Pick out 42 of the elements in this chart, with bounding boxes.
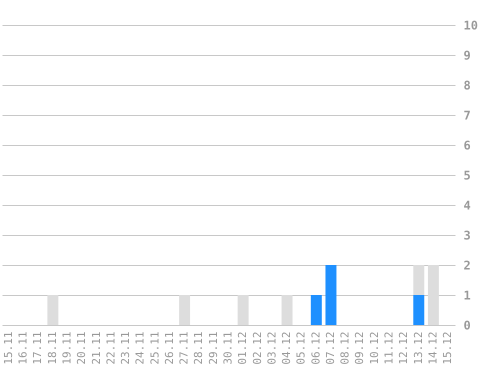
y-tick-label: 8 <box>464 78 471 92</box>
x-tick-label: 30.11 <box>222 332 234 365</box>
x-tick-label: 15.12 <box>441 332 454 365</box>
x-tick-label: 29.11 <box>206 332 220 365</box>
x-tick-label: 12.12 <box>397 332 410 365</box>
x-tick-label: 16.11 <box>16 332 30 365</box>
x-tick-label: 25.11 <box>148 332 162 365</box>
x-tick-label: 18.11 <box>46 332 59 365</box>
x-tick-label: 17.11 <box>31 332 44 365</box>
x-tick-label: 22.11 <box>104 332 118 365</box>
x-tick-label: 15.11 <box>2 332 15 365</box>
x-tick-label: 21.11 <box>90 332 103 365</box>
y-tick-label: 2 <box>464 258 471 272</box>
x-tick-label: 06.12 <box>309 332 322 365</box>
x-tick-label: 02.12 <box>250 332 264 365</box>
x-tick-label: 10.12 <box>368 332 381 365</box>
y-tick-label: 9 <box>464 48 471 62</box>
y-tick-label: 10 <box>464 18 478 32</box>
y-tick-label: 5 <box>464 168 471 182</box>
x-tick-label: 19.11 <box>60 332 74 365</box>
x-tick-label: 09.12 <box>353 332 366 365</box>
y-tick-label: 6 <box>464 138 471 152</box>
y-tick-label: 0 <box>464 318 471 332</box>
x-tick-label: 27.11 <box>178 332 191 365</box>
x-tick-label: 24.11 <box>134 332 147 365</box>
x-tick-label: 23.11 <box>119 332 132 365</box>
x-tick-label: 14.12 <box>426 332 440 365</box>
y-tick-label: 3 <box>464 228 471 242</box>
x-tick-label: 26.11 <box>162 332 176 365</box>
x-tick-label: 03.12 <box>265 332 278 365</box>
x-tick-label: 01.12 <box>236 332 250 365</box>
y-tick-label: 4 <box>464 198 471 212</box>
x-tick-label: 08.12 <box>338 332 352 365</box>
y-tick-label: 7 <box>464 108 471 122</box>
y-tick-label: 1 <box>464 288 471 302</box>
x-tick-label: 04.12 <box>280 332 294 365</box>
x-tick-label: 28.11 <box>192 332 206 365</box>
x-tick-label: 05.12 <box>294 332 308 365</box>
x-tick-label: 11.12 <box>382 332 396 365</box>
x-tick-label: 07.12 <box>324 332 337 365</box>
x-tick-label: 13.12 <box>412 332 425 365</box>
x-tick-label: 20.11 <box>75 332 88 365</box>
